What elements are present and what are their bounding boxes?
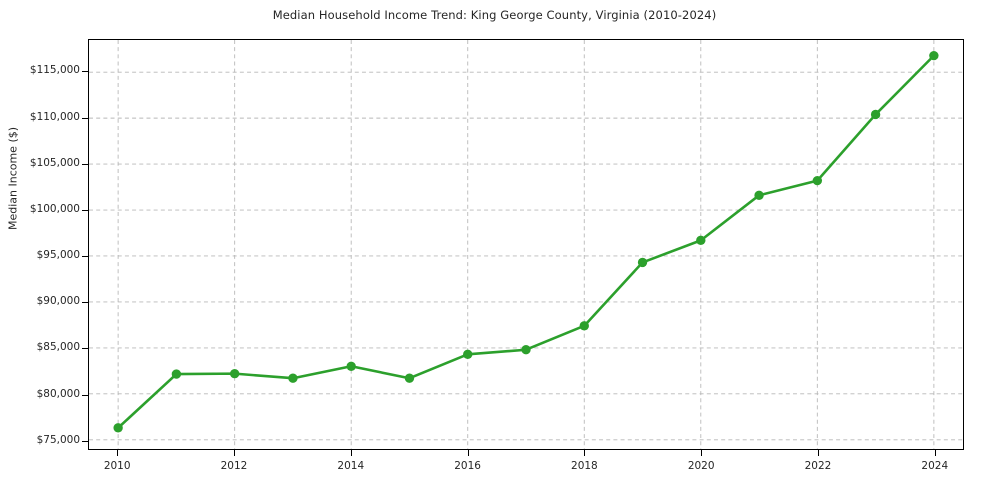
y-tick-label: $90,000 [36, 295, 80, 308]
y-tick-mark [82, 163, 88, 165]
y-tick-label: $110,000 [29, 110, 80, 123]
data-point-marker [171, 369, 182, 379]
x-tick-mark [584, 450, 586, 456]
y-tick-label: $80,000 [36, 387, 80, 400]
data-point-marker [754, 190, 764, 201]
y-tick-mark [82, 440, 88, 442]
y-tick-mark [82, 394, 88, 396]
data-point-marker [812, 175, 823, 186]
data-point-marker [521, 345, 531, 355]
gridlines [89, 40, 963, 449]
y-tick-mark [82, 117, 88, 119]
y-tick-mark [82, 256, 88, 258]
x-tick-label: 2022 [804, 460, 832, 472]
y-tick-label: $95,000 [36, 249, 80, 262]
y-tick-mark [82, 209, 88, 211]
y-tick-label: $115,000 [29, 64, 80, 77]
data-point-marker [696, 235, 706, 246]
y-tick-mark [82, 71, 88, 73]
y-tick-label: $75,000 [36, 433, 80, 446]
y-tick-mark [82, 302, 88, 304]
x-tick-mark [467, 450, 469, 456]
x-tick-label: 2014 [337, 460, 365, 472]
data-series-layer [113, 50, 939, 433]
data-point-marker [404, 373, 415, 383]
data-point-marker [229, 368, 240, 379]
x-tick-label: 2016 [454, 460, 481, 472]
y-tick-label: $105,000 [29, 156, 80, 169]
series-line [116, 54, 936, 430]
y-tick-mark [82, 348, 88, 350]
x-tick-label: 2010 [103, 460, 131, 472]
x-tick-label: 2018 [571, 460, 598, 472]
data-point-marker [346, 361, 356, 371]
chart-title: Median Household Income Trend: King Geor… [272, 8, 717, 22]
data-point-marker [288, 373, 298, 383]
x-tick-mark [818, 450, 819, 456]
data-point-marker [637, 257, 648, 268]
y-tick-label: $100,000 [29, 202, 80, 215]
data-point-marker [870, 109, 881, 120]
x-tick-mark [117, 450, 119, 456]
x-tick-mark [234, 450, 235, 456]
x-tick-label: 2024 [921, 460, 949, 472]
y-tick-label: $85,000 [36, 341, 80, 354]
x-tick-label: 2020 [687, 460, 715, 472]
data-point-marker [463, 349, 473, 360]
y-axis-label: Median Income ($) [6, 126, 20, 231]
x-tick-mark [350, 450, 352, 456]
x-tick-mark [934, 450, 936, 456]
plot-area [88, 39, 964, 450]
data-point-marker [929, 50, 939, 61]
x-tick-label: 2012 [220, 460, 248, 472]
x-tick-mark [701, 450, 703, 456]
data-point-marker [113, 423, 123, 433]
data-point-marker [579, 321, 589, 331]
